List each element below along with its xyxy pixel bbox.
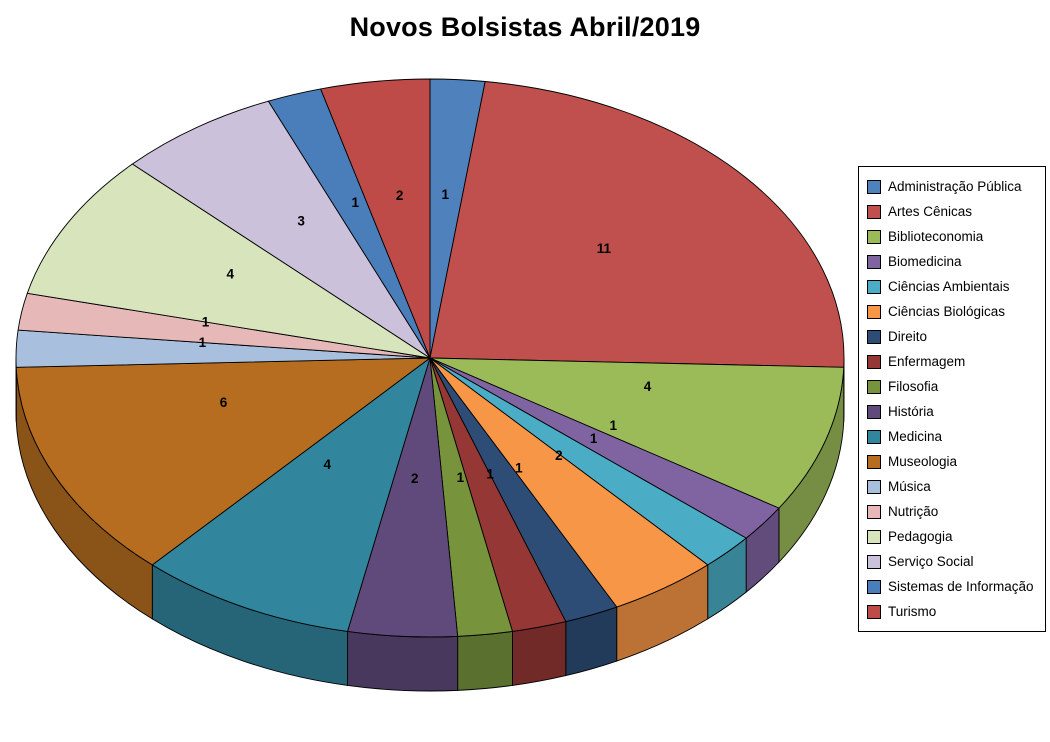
legend-swatch bbox=[867, 379, 881, 394]
legend-swatch bbox=[867, 529, 881, 544]
legend: Administração Pública Artes Cênicas Biblio… bbox=[858, 166, 1046, 632]
legend-item: Filosofia bbox=[867, 374, 1041, 399]
legend-item: Enfermagem bbox=[867, 349, 1041, 374]
data-label: 1 bbox=[352, 195, 360, 210]
pie-slice-wall bbox=[512, 620, 567, 686]
data-label: 1 bbox=[610, 418, 618, 433]
pie-slice bbox=[320, 78, 431, 359]
legend-label: Ciências Biológicas bbox=[888, 304, 1006, 319]
data-label: 4 bbox=[644, 379, 652, 394]
pie-slice-wall bbox=[347, 630, 459, 692]
legend-item: Música bbox=[867, 474, 1041, 499]
legend-swatch bbox=[867, 329, 881, 344]
legend-swatch bbox=[867, 479, 881, 494]
pie-slice bbox=[151, 357, 431, 632]
data-label: 3 bbox=[297, 213, 305, 228]
legend-label: História bbox=[888, 404, 934, 419]
data-label: 1 bbox=[486, 466, 494, 481]
data-label: 2 bbox=[411, 471, 419, 486]
pie-slice bbox=[131, 100, 431, 359]
legend-swatch bbox=[867, 204, 881, 219]
pie-slice bbox=[429, 357, 845, 509]
legend-label: Música bbox=[888, 479, 931, 494]
legend-label: Filosofia bbox=[888, 379, 939, 394]
legend-swatch bbox=[867, 454, 881, 469]
legend-swatch bbox=[867, 179, 881, 194]
legend-swatch bbox=[867, 354, 881, 369]
legend-label: Nutrição bbox=[888, 504, 939, 519]
legend-item: Pedagogia bbox=[867, 524, 1041, 549]
legend-item: Medicina bbox=[867, 424, 1041, 449]
legend-item: Sistemas de Informação bbox=[867, 574, 1041, 599]
legend-label: Biblioteconomia bbox=[888, 229, 984, 244]
legend-item: Artes Cênicas bbox=[867, 199, 1041, 224]
legend-swatch bbox=[867, 579, 881, 594]
legend-swatch bbox=[867, 504, 881, 519]
data-label: 4 bbox=[227, 266, 235, 281]
chart-title: Novos Bolsistas Abril/2019 bbox=[349, 12, 701, 42]
legend-label: Ciências Ambientais bbox=[888, 279, 1010, 294]
legend-label: Biomedicina bbox=[888, 254, 962, 269]
legend-swatch bbox=[867, 229, 881, 244]
data-label: 1 bbox=[202, 314, 210, 329]
legend-label: Artes Cênicas bbox=[888, 204, 973, 219]
data-label: 1 bbox=[441, 187, 449, 202]
legend-item: Ciências Ambientais bbox=[867, 274, 1041, 299]
pie-slice bbox=[15, 357, 431, 566]
legend-item: Direito bbox=[867, 324, 1041, 349]
legend-swatch bbox=[867, 404, 881, 419]
legend-label: Serviço Social bbox=[888, 554, 974, 569]
pie-slice bbox=[26, 163, 431, 359]
legend-item: Ciências Biológicas bbox=[867, 299, 1041, 324]
legend-label: Administração Pública bbox=[888, 179, 1022, 194]
data-label: 2 bbox=[555, 448, 563, 463]
legend-label: Turismo bbox=[888, 604, 937, 619]
pie-slice-wall bbox=[457, 630, 513, 691]
legend-item: História bbox=[867, 399, 1041, 424]
legend-item: Biblioteconomia bbox=[867, 224, 1041, 249]
legend-item: Biomedicina bbox=[867, 249, 1041, 274]
legend-item: Administração Pública bbox=[867, 174, 1041, 199]
legend-swatch bbox=[867, 429, 881, 444]
legend-item: Nutrição bbox=[867, 499, 1041, 524]
data-label: 1 bbox=[590, 431, 598, 446]
legend-item: Museologia bbox=[867, 449, 1041, 474]
data-label: 1 bbox=[515, 461, 523, 476]
pie-slice bbox=[429, 81, 845, 368]
data-label: 1 bbox=[199, 335, 207, 350]
legend-label: Direito bbox=[888, 329, 928, 344]
data-label: 2 bbox=[396, 188, 404, 203]
data-label: 6 bbox=[220, 395, 228, 410]
legend-swatch bbox=[867, 554, 881, 569]
legend-label: Sistemas de Informação bbox=[888, 579, 1034, 594]
legend-label: Medicina bbox=[888, 429, 943, 444]
legend-label: Enfermagem bbox=[888, 354, 966, 369]
data-label: 1 bbox=[457, 470, 465, 485]
legend-item: Serviço Social bbox=[867, 549, 1041, 574]
legend-swatch bbox=[867, 254, 881, 269]
legend-item: Turismo bbox=[867, 599, 1041, 624]
data-label: 4 bbox=[324, 457, 332, 472]
legend-label: Museologia bbox=[888, 454, 958, 469]
legend-swatch bbox=[867, 279, 881, 294]
legend-swatch bbox=[867, 604, 881, 619]
legend-swatch bbox=[867, 304, 881, 319]
legend-label: Pedagogia bbox=[888, 529, 953, 544]
data-label: 11 bbox=[597, 241, 612, 256]
